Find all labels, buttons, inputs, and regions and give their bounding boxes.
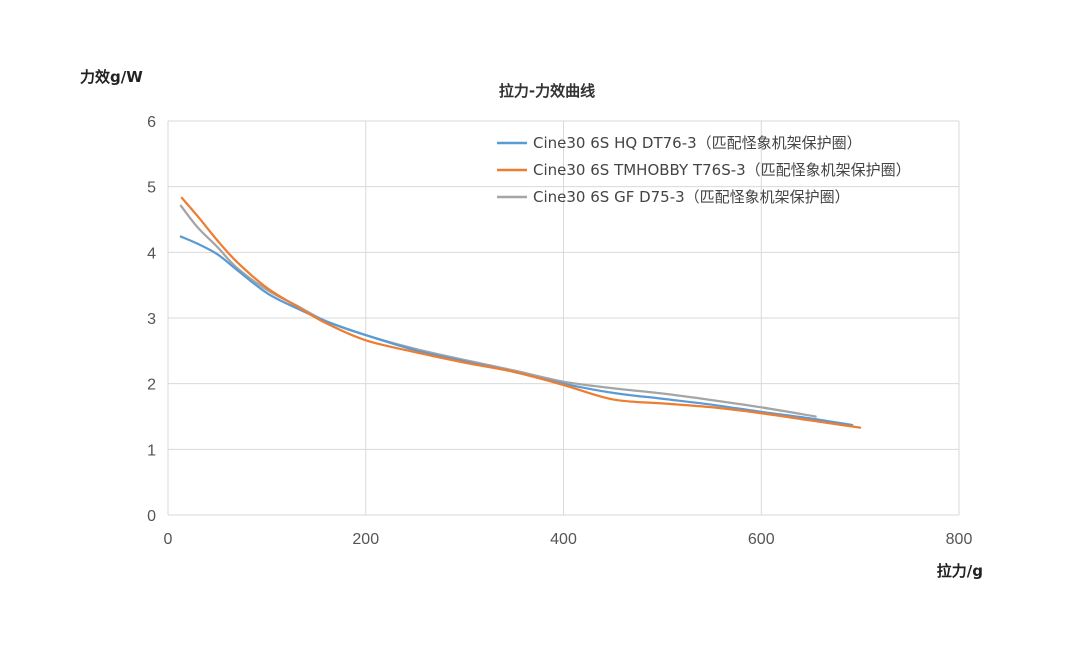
- x-tick-label: 800: [946, 531, 973, 548]
- x-tick-label: 0: [164, 531, 173, 548]
- x-tick-label: 200: [352, 531, 379, 548]
- legend-label: Cine30 6S HQ DT76-3（匹配怪象机架保护圈）: [533, 134, 862, 152]
- ticks: 0 1 2 3 4 5 6 0 200 400 600 800: [147, 114, 972, 548]
- series-layer: [179, 196, 862, 429]
- grid: [167, 120, 960, 516]
- y-tick-label: 4: [147, 245, 156, 262]
- legend-label: Cine30 6S TMHOBBY T76S-3（匹配怪象机架保护圈）: [533, 161, 911, 179]
- legend-label: Cine30 6S GF D75-3（匹配怪象机架保护圈）: [533, 188, 850, 206]
- series-line-2: [180, 196, 862, 429]
- x-tick-label: 400: [550, 531, 577, 548]
- y-tick-label: 3: [147, 311, 156, 328]
- chart-title: 拉力-力效曲线: [499, 82, 595, 100]
- series-line-1: [179, 235, 854, 427]
- y-tick-label: 2: [147, 377, 156, 394]
- series-line-3: [179, 204, 817, 418]
- y-tick-label: 6: [147, 114, 156, 131]
- y-tick-label: 1: [147, 442, 156, 459]
- y-tick-label: 5: [147, 180, 156, 197]
- x-axis-label: 拉力/g: [937, 562, 983, 580]
- legend: Cine30 6S HQ DT76-3（匹配怪象机架保护圈） Cine30 6S …: [497, 134, 911, 206]
- x-tick-label: 600: [748, 531, 775, 548]
- y-axis-label: 力效g/W: [80, 68, 143, 86]
- y-tick-label: 0: [147, 508, 156, 525]
